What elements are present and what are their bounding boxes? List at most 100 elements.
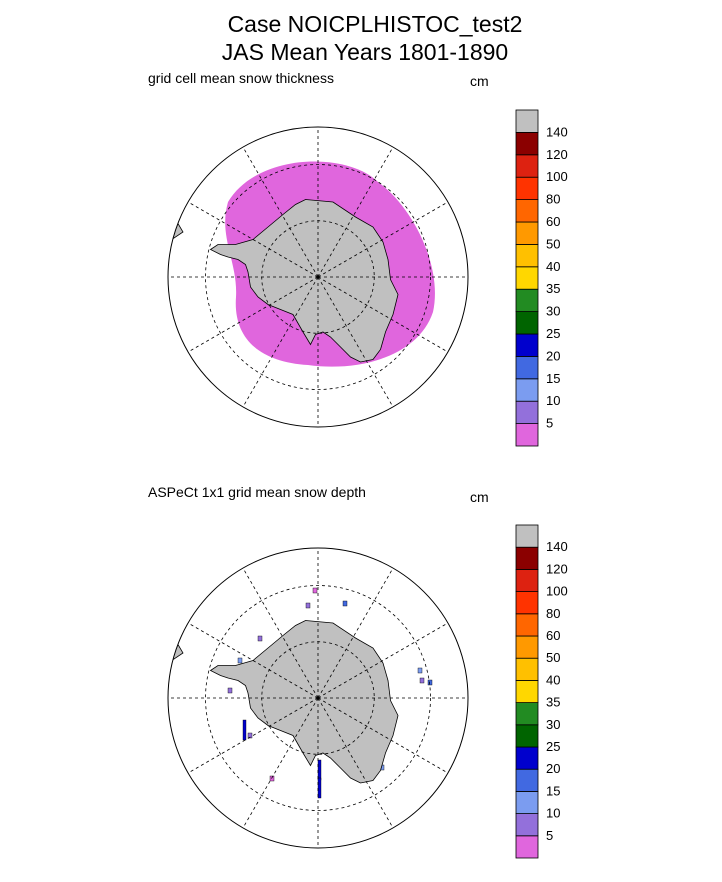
meridian-line bbox=[242, 567, 319, 699]
colorbar-tick-label: 30 bbox=[546, 717, 560, 732]
colorbar-swatch bbox=[515, 702, 539, 726]
colorbar-swatch bbox=[515, 333, 539, 357]
colorbar-tick-label: 80 bbox=[546, 192, 560, 207]
meridian-line bbox=[317, 697, 394, 829]
colorbar-tick-label: 140 bbox=[546, 124, 568, 139]
observation-cell bbox=[312, 587, 318, 594]
observation-cell bbox=[419, 677, 425, 684]
colorbar-swatch bbox=[515, 813, 539, 837]
meridian-line bbox=[317, 146, 394, 278]
colorbar-tick-label: 15 bbox=[546, 371, 560, 386]
colorbar-swatch bbox=[515, 311, 539, 335]
observation-cell bbox=[427, 679, 433, 686]
colorbar-tick-label: 30 bbox=[546, 304, 560, 319]
island-landmass bbox=[340, 858, 358, 870]
colorbar-tick-label: 35 bbox=[546, 695, 560, 710]
colorbar-swatch bbox=[515, 176, 539, 200]
observation-cell bbox=[257, 635, 263, 642]
figure-title-line1: Case NOICPLHISTOC_test2 bbox=[228, 11, 523, 37]
colorbar-swatch bbox=[515, 524, 539, 548]
meridian-line bbox=[242, 146, 319, 278]
colorbar-swatch bbox=[515, 199, 539, 223]
colorbar-tick-label: 140 bbox=[546, 539, 568, 554]
colorbar-swatch bbox=[515, 591, 539, 615]
colorbar-tick-label: 25 bbox=[546, 739, 560, 754]
panel-aspect-snow: ASPeCt 1x1 grid mean snow depth cm 5 10 15… bbox=[148, 484, 568, 870]
colorbar-tick-label: 25 bbox=[546, 326, 560, 341]
observation-cell bbox=[247, 732, 253, 739]
colorbar-tick-label: 100 bbox=[546, 584, 568, 599]
observation-cell bbox=[305, 602, 311, 609]
colorbar-tick-label: 50 bbox=[546, 650, 560, 665]
meridian-line bbox=[317, 697, 449, 774]
units-label: cm bbox=[470, 73, 489, 89]
polar-map bbox=[167, 547, 469, 870]
meridian-line bbox=[187, 201, 319, 278]
colorbar-tick-label: 40 bbox=[546, 672, 560, 687]
graticule bbox=[168, 548, 468, 848]
observation-cell bbox=[417, 667, 423, 674]
colorbar: 5 10 15 20 25 30 35 40 50 60 80 100 120 140 bbox=[515, 109, 568, 447]
observation-cell bbox=[227, 687, 233, 694]
colorbar-swatch bbox=[515, 378, 539, 402]
units-label: cm bbox=[470, 489, 489, 505]
antarctica-landmass bbox=[209, 620, 399, 784]
colorbar-swatch bbox=[515, 724, 539, 748]
colorbar-swatch bbox=[515, 423, 539, 447]
meridian-line bbox=[317, 276, 449, 353]
colorbar-tick-label: 100 bbox=[546, 169, 568, 184]
colorbar-swatch bbox=[515, 355, 539, 380]
meridian-line bbox=[242, 697, 319, 829]
observation-cell bbox=[269, 775, 275, 782]
colorbar-tick-label: 35 bbox=[546, 281, 560, 296]
panel-title: ASPeCt 1x1 grid mean snow depth bbox=[148, 484, 366, 500]
observation-cell bbox=[237, 657, 243, 664]
colorbar-swatch bbox=[515, 613, 539, 637]
colorbar-swatch bbox=[515, 243, 539, 268]
colorbar-swatch bbox=[515, 680, 539, 704]
colorbar-swatch bbox=[515, 154, 539, 178]
observation-cell bbox=[317, 759, 322, 781]
figure-title-line2: JAS Mean Years 1801-1890 bbox=[222, 39, 508, 65]
colorbar-tick-label: 5 bbox=[546, 828, 553, 843]
panel-model-snow: grid cell mean snow thickness cm 5 10 15 20… bbox=[148, 70, 568, 449]
map-content bbox=[168, 127, 468, 449]
colorbar-swatch bbox=[515, 546, 539, 570]
colorbar-swatch bbox=[515, 400, 539, 425]
colorbar-swatch bbox=[515, 569, 539, 593]
meridian-line bbox=[317, 276, 394, 408]
map-content bbox=[168, 548, 468, 870]
colorbar-tick-label: 5 bbox=[546, 416, 553, 431]
meridian-line bbox=[317, 201, 449, 278]
observation-cell bbox=[242, 719, 247, 741]
colorbar-tick-label: 10 bbox=[546, 393, 560, 408]
polar-map bbox=[167, 126, 469, 449]
colorbar-tick-label: 120 bbox=[546, 561, 568, 576]
colorbar-tick-label: 15 bbox=[546, 783, 560, 798]
meridian-line bbox=[187, 697, 319, 774]
colorbar-swatch bbox=[515, 221, 539, 245]
colorbar-tick-label: 50 bbox=[546, 236, 560, 251]
colorbar-tick-label: 20 bbox=[546, 761, 560, 776]
latitude-circle bbox=[205, 164, 431, 390]
colorbar-swatch bbox=[515, 835, 539, 859]
colorbar-swatch bbox=[515, 131, 539, 156]
south-america-landmass bbox=[168, 627, 184, 669]
colorbar-tick-label: 20 bbox=[546, 348, 560, 363]
latitude-circle bbox=[205, 585, 431, 811]
island-landmass bbox=[340, 437, 358, 449]
observation-cell bbox=[317, 777, 322, 799]
colorbar-swatch bbox=[515, 635, 539, 659]
south-america-landmass bbox=[168, 206, 184, 248]
meridian-line bbox=[317, 622, 449, 699]
colorbar-tick-label: 80 bbox=[546, 606, 560, 621]
map-boundary bbox=[167, 126, 469, 428]
colorbar-swatch bbox=[515, 288, 539, 313]
colorbar-swatch bbox=[515, 768, 539, 792]
colorbar-tick-label: 40 bbox=[546, 259, 560, 274]
observation-cell bbox=[342, 600, 348, 607]
meridian-line bbox=[187, 622, 319, 699]
colorbar-tick-label: 120 bbox=[546, 147, 568, 162]
colorbar: 5 10 15 20 25 30 35 40 50 60 80 100 120 140 bbox=[515, 524, 568, 859]
